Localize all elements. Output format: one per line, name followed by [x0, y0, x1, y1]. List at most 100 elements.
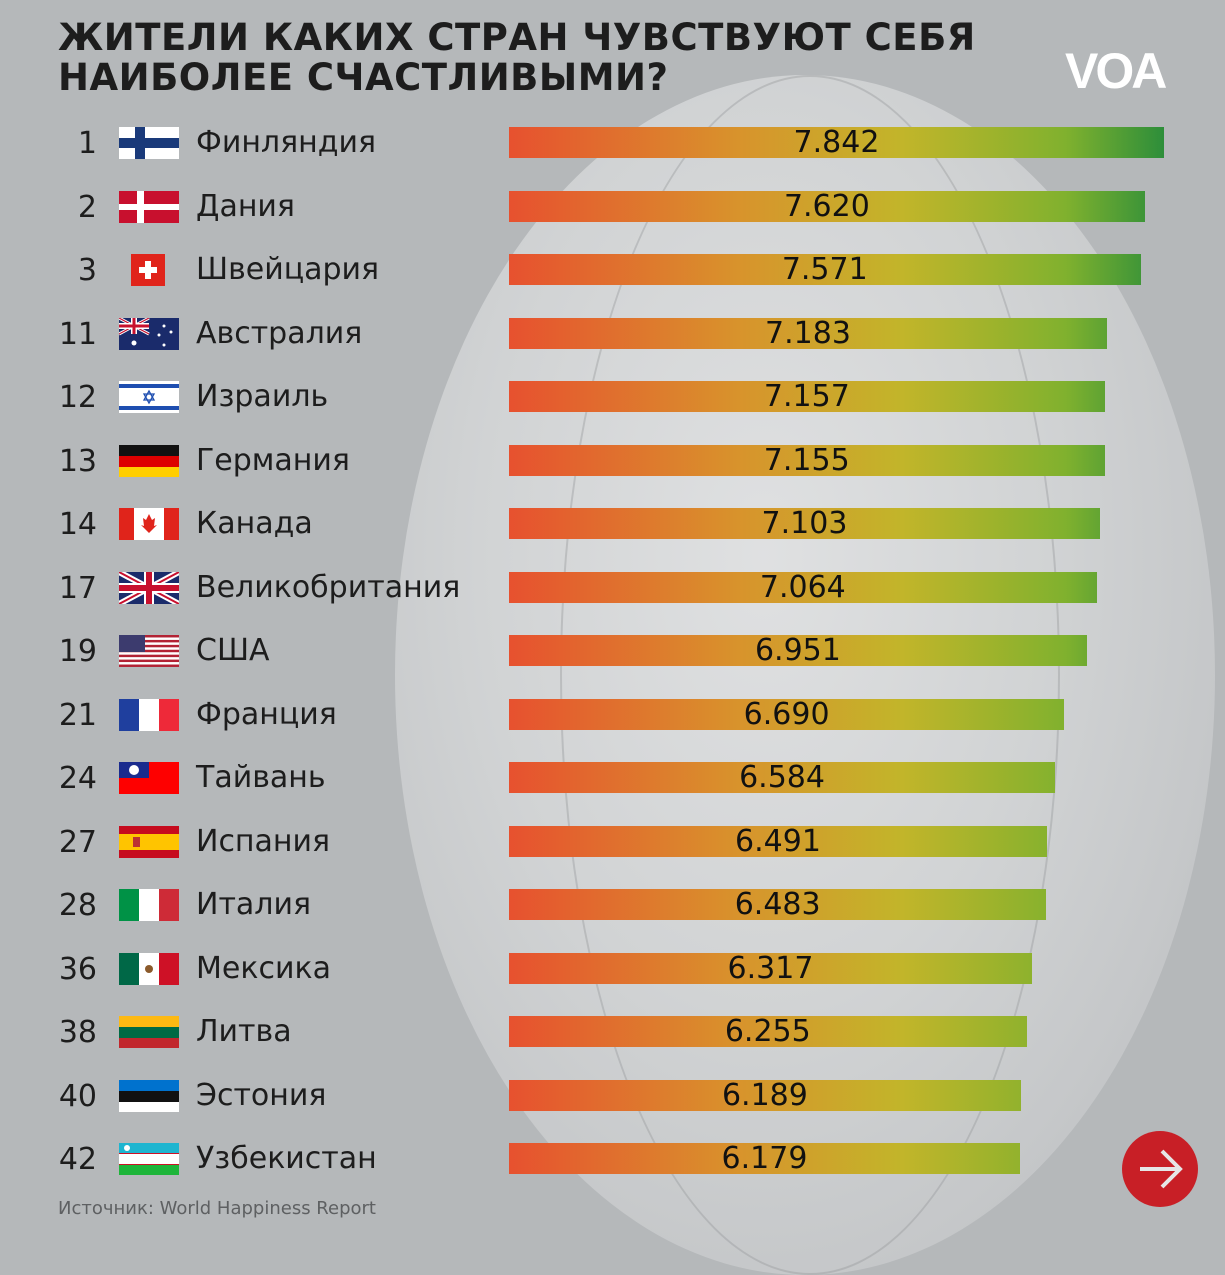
- bar-value-label: 6.951: [754, 633, 841, 668]
- flag-it-icon: [119, 889, 179, 921]
- country-label: Израиль: [196, 379, 329, 414]
- flag-au-icon: [119, 317, 179, 350]
- flag-ch-icon: [131, 254, 165, 286]
- chart-row: 38 Литва 6.255: [0, 1012, 1225, 1052]
- rank-label: 36: [58, 951, 97, 987]
- rank-label: 40: [58, 1078, 97, 1114]
- flag-ee-icon: [119, 1079, 179, 1112]
- bar-value-label: 6.179: [721, 1141, 808, 1176]
- chart-row: 3 Швейцария 7.571: [0, 250, 1225, 290]
- chart-row: 1 Финляндия 7.842: [0, 123, 1225, 163]
- bar-value-label: 7.620: [783, 188, 870, 224]
- country-label: Узбекистан: [196, 1141, 377, 1176]
- source-note: Источник: World Happiness Report: [58, 1198, 376, 1219]
- bar: 7.571: [509, 252, 1141, 287]
- bar-value-label: 7.183: [765, 315, 851, 351]
- chart-row: 24 Тайвань 6.584: [0, 758, 1225, 798]
- rank-label: 38: [58, 1015, 97, 1050]
- bar: 6.584: [509, 760, 1056, 795]
- country-label: Тайвань: [196, 760, 326, 795]
- flag-uz-icon: [119, 1143, 179, 1175]
- bar: 7.103: [509, 506, 1100, 541]
- bar-value-label: 6.483: [734, 887, 821, 922]
- rank-label: 13: [58, 443, 97, 479]
- rank-label: 27: [58, 824, 97, 860]
- bar: 6.179: [509, 1141, 1020, 1176]
- bar: 6.491: [509, 823, 1047, 859]
- flag-tw-icon: [119, 762, 179, 794]
- bar: 7.620: [509, 188, 1145, 224]
- country-label: Испания: [196, 823, 331, 859]
- bar: 6.255: [509, 1014, 1027, 1049]
- flag-gb-icon: [119, 571, 179, 604]
- bar-value-label: 6.255: [724, 1014, 811, 1049]
- country-label: Канада: [196, 506, 313, 541]
- arrow-right-icon: [1140, 1149, 1183, 1189]
- rank-label: 14: [58, 507, 97, 542]
- bar-value-label: 7.157: [763, 379, 850, 414]
- title-line-2: НАИБОЛЕЕ СЧАСТЛИВЫМИ?: [58, 56, 669, 99]
- title-line-1: ЖИТЕЛИ КАКИХ СТРАН ЧУВСТВУЮТ СЕБЯ: [58, 16, 976, 59]
- bar: 6.951: [509, 633, 1087, 668]
- bar-value-label: 7.571: [781, 252, 868, 287]
- bar: 6.317: [509, 950, 1032, 986]
- country-label: Германия: [196, 442, 350, 478]
- country-label: Дания: [196, 188, 295, 224]
- flag-dk-icon: [119, 190, 179, 223]
- chart-row: 21 Франция 6.690: [0, 695, 1225, 735]
- flag-il-icon: [119, 381, 179, 413]
- bar-value-label: 6.189: [721, 1077, 808, 1113]
- chart-row: 28 Италия 6.483: [0, 885, 1225, 925]
- bar: 7.183: [509, 315, 1107, 351]
- chart-row: 27 Испания 6.491: [0, 822, 1225, 862]
- bar-value-label: 7.064: [759, 569, 846, 605]
- bar-value-label: 7.842: [793, 125, 880, 160]
- bar: 7.064: [509, 569, 1097, 605]
- page-title: ЖИТЕЛИ КАКИХ СТРАН ЧУВСТВУЮТ СЕБЯ НАИБОЛЕ…: [58, 18, 976, 98]
- chart-row: 40 Эстония 6.189: [0, 1076, 1225, 1116]
- chart-row: 42 Узбекистан 6.179: [0, 1139, 1225, 1179]
- bar-value-label: 6.491: [735, 823, 821, 859]
- flag-de-icon: [119, 444, 179, 477]
- bar-value-label: 6.584: [739, 760, 825, 795]
- bar: 7.157: [509, 379, 1105, 414]
- chart-row: 14 Канада 7.103: [0, 504, 1225, 544]
- chart-row: 2 Дания 7.620: [0, 187, 1225, 227]
- country-label: Франция: [196, 696, 337, 732]
- chart-row: 13 Германия 7.155: [0, 441, 1225, 481]
- rank-label: 12: [58, 380, 97, 415]
- flag-es-icon: [119, 825, 179, 858]
- bar-value-label: 7.103: [761, 506, 848, 541]
- bar-value-label: 6.317: [727, 950, 814, 986]
- bar-value-label: 7.155: [763, 442, 850, 478]
- flag-us-icon: [119, 635, 179, 667]
- rank-label: 11: [58, 316, 97, 352]
- bar-value-label: 6.690: [743, 696, 830, 732]
- rank-label: 19: [58, 634, 97, 669]
- rank-label: 17: [58, 570, 97, 606]
- rank-label: 24: [58, 761, 97, 796]
- country-label: Австралия: [196, 315, 363, 351]
- chart-row: 17 Великобритания 7.064: [0, 568, 1225, 608]
- flag-mx-icon: [119, 952, 179, 985]
- bar: 6.483: [509, 887, 1047, 922]
- rank-label: 42: [58, 1142, 97, 1177]
- flag-ca-icon: [119, 508, 179, 540]
- chart-row: 36 Мексика 6.317: [0, 949, 1225, 989]
- flag-fi-icon: [119, 127, 179, 159]
- country-label: Финляндия: [196, 125, 377, 160]
- rank-label: 2: [77, 189, 97, 225]
- rank-label: 1: [77, 126, 97, 161]
- flag-lt-icon: [119, 1016, 179, 1048]
- country-label: США: [196, 633, 270, 668]
- country-label: Литва: [196, 1014, 292, 1049]
- rank-label: 3: [77, 253, 97, 288]
- chart-row: 11 Австралия 7.183: [0, 314, 1225, 354]
- country-label: Эстония: [196, 1077, 327, 1113]
- bar: 7.842: [509, 125, 1164, 160]
- rank-label: 28: [58, 888, 97, 923]
- country-label: Швейцария: [196, 252, 380, 287]
- rank-label: 21: [58, 697, 97, 733]
- country-label: Мексика: [196, 950, 331, 986]
- next-button[interactable]: [1122, 1131, 1198, 1207]
